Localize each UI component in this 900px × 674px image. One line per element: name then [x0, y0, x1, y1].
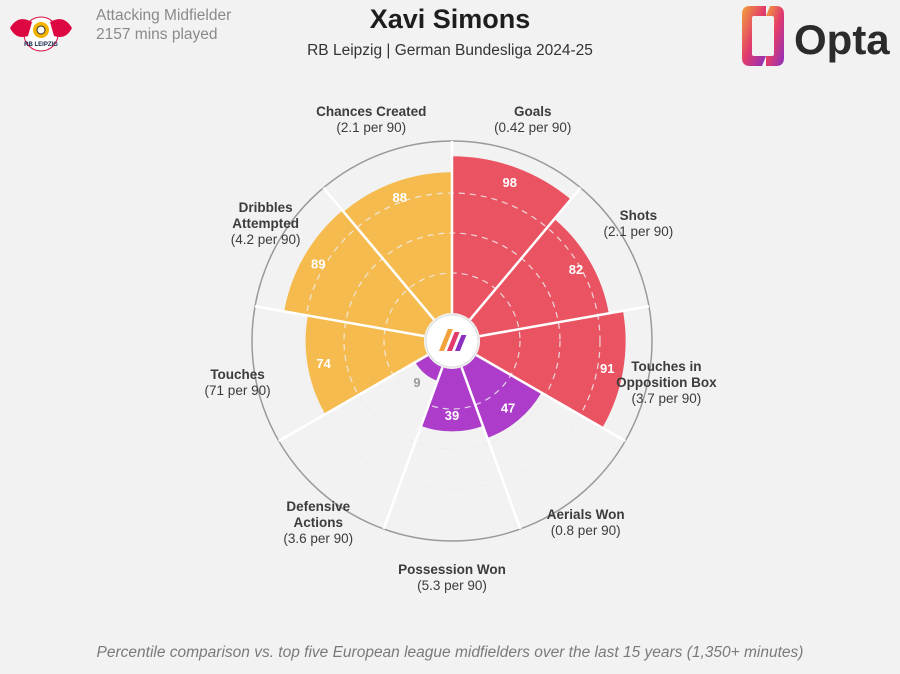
- opta-wordmark: Opta: [794, 16, 890, 63]
- axis-label-line: Aerials Won: [547, 507, 625, 522]
- axis-label-line: (3.7 per 90): [632, 391, 702, 406]
- minutes-text: 2157 mins played: [96, 26, 218, 43]
- axis-label-line: (5.3 per 90): [417, 578, 487, 593]
- radar-spoke-4: [460, 366, 522, 530]
- radar-bar-touches: [305, 315, 428, 415]
- radar-spoke-6: [278, 353, 429, 443]
- value-label-1: 82: [569, 262, 583, 277]
- axis-label-possession-won: Possession Won (5.3 per 90): [398, 562, 506, 593]
- axis-label-line: Defensive: [286, 499, 350, 514]
- radar-spoke-2: [479, 305, 650, 338]
- axis-label-line: (4.2 per 90): [231, 232, 301, 247]
- axis-label-line: Opposition Box: [616, 375, 717, 390]
- club-logo-text: RB LEIPZIG: [24, 42, 58, 48]
- axis-label-goals: Goals (0.42 per 90): [494, 104, 571, 135]
- page-title: Xavi Simons: [369, 4, 531, 34]
- axis-label-dribbles-attempted: Dribbles Attempted (4.2 per 90): [231, 200, 301, 247]
- radar-bar-aerials-won: [461, 355, 542, 438]
- axis-label-line: Shots: [620, 208, 658, 223]
- axis-label-line: Actions: [294, 515, 344, 530]
- axis-label-defensive-actions: Defensive Actions (3.6 per 90): [283, 499, 353, 546]
- axis-label-line: Dribbles: [239, 200, 293, 215]
- value-label-6: 74: [316, 356, 331, 371]
- value-label-2: 91: [600, 361, 614, 376]
- axis-label-line: Possession Won: [398, 562, 506, 577]
- axis-label-line: (2.1 per 90): [336, 120, 406, 135]
- player-meta: Attacking Midfielder 2157 mins played: [96, 6, 231, 44]
- axis-label-line: (3.6 per 90): [283, 531, 353, 546]
- radar-spoke-7: [254, 305, 425, 338]
- page-subtitle: RB Leipzig | German Bundesliga 2024-25: [307, 42, 593, 59]
- radar-spoke-8: [322, 186, 435, 321]
- radar-spoke-5: [382, 366, 444, 530]
- axis-label-line: Goals: [514, 104, 552, 119]
- radar-spoke-3: [475, 353, 626, 443]
- axis-label-line: (2.1 per 90): [603, 224, 673, 239]
- opta-mark-icon: [438, 329, 467, 351]
- axis-label-aerials-won: Aerials Won (0.8 per 90): [547, 507, 625, 538]
- position-text: Attacking Midfielder: [96, 7, 232, 24]
- radar-bar-defensive-actions: [415, 355, 443, 381]
- axis-label-line: (0.8 per 90): [551, 523, 621, 538]
- radar-bar-dribbles-attempted: [284, 210, 435, 337]
- radar-bar-chances-created: [343, 172, 452, 320]
- footnote: Percentile comparison vs. top five Europ…: [96, 644, 804, 661]
- axis-label-line: Touches: [210, 367, 265, 382]
- axis-label-line: (71 per 90): [205, 383, 271, 398]
- header-left: RB LEIPZIG Attacking Midfielder 2157 min…: [8, 6, 231, 56]
- value-label-5: 9: [413, 375, 420, 390]
- axis-label-line: Chances Created: [316, 104, 426, 119]
- axis-label-touches-in-opposition-box: Touches in Opposition Box (3.7 per 90): [616, 359, 717, 406]
- axis-label-touches: Touches (71 per 90): [205, 367, 271, 398]
- radar-bar-goals: [452, 156, 571, 320]
- axis-label-chances-created: Chances Created (2.1 per 90): [316, 104, 426, 135]
- axis-label-line: Attempted: [232, 216, 299, 231]
- value-label-8: 88: [393, 190, 407, 205]
- opta-logo: Opta: [742, 6, 890, 66]
- axis-label-line: Touches in: [631, 359, 701, 374]
- value-label-4: 39: [445, 408, 459, 423]
- value-label-7: 89: [311, 256, 325, 271]
- value-label-0: 98: [502, 175, 516, 190]
- radar-spoke-1: [469, 186, 582, 321]
- rb-leipzig-logo: RB LEIPZIG: [10, 16, 72, 52]
- axis-label-line: (0.42 per 90): [494, 120, 571, 135]
- radar-bar-possession-won: [421, 367, 483, 432]
- axis-label-shots: Shots (2.1 per 90): [603, 208, 673, 239]
- value-label-3: 47: [501, 400, 515, 415]
